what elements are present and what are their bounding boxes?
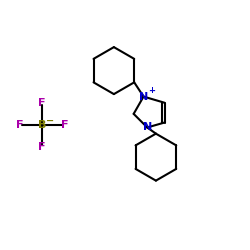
Text: N: N — [139, 92, 148, 102]
Text: N: N — [142, 122, 152, 132]
Text: B: B — [38, 120, 46, 130]
Text: F: F — [61, 120, 68, 130]
Text: F: F — [38, 98, 46, 108]
Text: +: + — [148, 86, 155, 95]
Text: −: − — [46, 116, 54, 126]
Text: F: F — [38, 142, 46, 152]
Text: F: F — [16, 120, 24, 130]
